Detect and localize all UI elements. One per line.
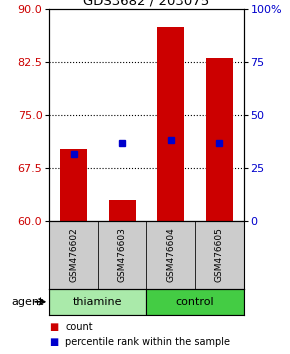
Text: count: count: [65, 322, 93, 332]
Bar: [157, 27, 184, 221]
Text: percentile rank within the sample: percentile rank within the sample: [65, 337, 230, 347]
Bar: [206, 58, 233, 221]
Text: agent: agent: [11, 297, 44, 307]
Bar: [60, 149, 87, 221]
Text: ■: ■: [49, 337, 59, 347]
Text: GSM476604: GSM476604: [166, 228, 175, 282]
Bar: [49, 289, 146, 315]
Text: GSM476602: GSM476602: [69, 228, 78, 282]
Title: GDS3682 / 203075: GDS3682 / 203075: [83, 0, 210, 8]
Bar: [98, 221, 146, 289]
Text: ■: ■: [49, 322, 59, 332]
Text: GSM476603: GSM476603: [118, 227, 127, 282]
Bar: [195, 221, 244, 289]
Bar: [109, 200, 135, 221]
Bar: [49, 221, 98, 289]
Bar: [146, 221, 195, 289]
Text: GSM476605: GSM476605: [215, 227, 224, 282]
Bar: [146, 289, 244, 315]
Text: thiamine: thiamine: [73, 297, 123, 307]
Text: control: control: [176, 297, 214, 307]
